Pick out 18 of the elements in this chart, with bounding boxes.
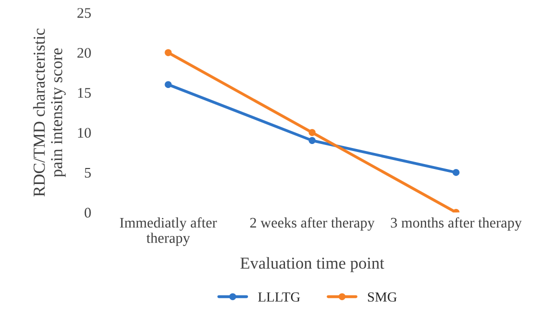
y-tick-label: 10: [78, 128, 91, 138]
x-axis-title: Evaluation time point: [240, 257, 384, 272]
y-tick-label: 15: [78, 88, 91, 98]
y-tick-label: 0: [84, 208, 91, 218]
x-tick-label: 2 weeks after therapy: [250, 217, 375, 231]
y-tick-label: 20: [77, 48, 91, 58]
legend-label: SMG: [368, 292, 397, 302]
point: [452, 168, 460, 176]
y-tick-label: 25: [77, 8, 91, 18]
point: [308, 137, 316, 144]
x-tick-label: Immediatly after therapy: [120, 217, 217, 246]
y-axis-title: RDC/TMD characteristic pain intensity score: [33, 28, 66, 197]
point: [164, 81, 172, 88]
point: [164, 49, 172, 56]
legend-label: LLLTG: [258, 292, 300, 302]
x-tick-label: 3 months after therapy: [390, 217, 522, 231]
y-tick-label: 5: [84, 168, 91, 178]
point: [308, 129, 316, 136]
